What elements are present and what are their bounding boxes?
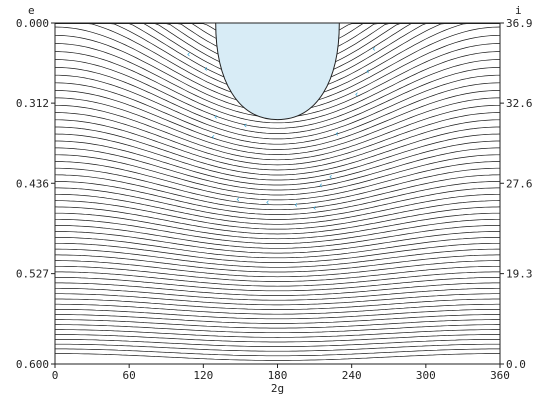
right-tick-label: 36.9 <box>506 17 533 30</box>
contour-line <box>55 225 500 249</box>
contour-line <box>55 193 500 225</box>
forbidden-region <box>215 22 340 121</box>
contour-line <box>55 319 500 329</box>
contour-line <box>55 126 500 176</box>
contour-line <box>55 353 500 361</box>
orbit-marker: ‹ <box>313 204 317 214</box>
contour-line <box>55 242 500 263</box>
x-tick-label: 360 <box>490 369 510 382</box>
contour-line <box>55 303 500 315</box>
orbit-marker: ‹ <box>294 201 298 211</box>
contour-line <box>54 206 501 235</box>
contour-line <box>55 167 500 206</box>
orbit-marker: ‹ <box>329 172 333 182</box>
contour-line <box>55 140 500 186</box>
contour-line <box>55 181 500 215</box>
orbit-marker: ‹ <box>335 130 339 140</box>
orbit-marker: ‹ <box>214 113 218 123</box>
contour-line <box>55 147 500 191</box>
right-tick-label: 0.0 <box>506 358 526 371</box>
orbit-marker: ‹ <box>244 121 248 131</box>
right-axis-title: i <box>515 4 522 17</box>
contour-line <box>55 97 500 155</box>
orbit-marker: ‹ <box>319 181 323 191</box>
contour-line <box>54 200 501 230</box>
x-tick-label: 120 <box>193 369 213 382</box>
right-tick-label: 19.3 <box>506 268 533 281</box>
contour-line <box>54 133 501 181</box>
left-axis-title: e <box>28 4 35 17</box>
contour-line <box>55 104 500 161</box>
contour-line <box>55 187 500 220</box>
contour-line <box>55 112 500 166</box>
contour-line <box>55 277 500 292</box>
contour-line <box>55 260 500 278</box>
contour-line <box>54 67 501 134</box>
contour-line <box>55 271 500 287</box>
contour-line <box>55 334 500 343</box>
contour-line <box>55 298 500 310</box>
orbit-marker: ‹ <box>372 44 376 54</box>
left-tick-label: 0.312 <box>16 97 49 110</box>
left-tick-label: 0.600 <box>16 358 49 371</box>
contour-line <box>54 82 501 145</box>
contour-line <box>55 314 500 324</box>
orbit-marker: ‹ <box>355 90 359 100</box>
contour-line <box>55 309 500 320</box>
contour-line <box>55 265 500 282</box>
left-tick-label: 0.527 <box>16 268 49 281</box>
contour-line <box>55 154 500 196</box>
x-tick-label: 300 <box>416 369 436 382</box>
x-tick-label: 0 <box>52 369 59 382</box>
contour-lines <box>54 23 501 361</box>
x-tick-label: 240 <box>342 369 362 382</box>
contour-line <box>55 282 500 296</box>
contour-line <box>55 59 500 129</box>
contour-line <box>55 74 500 140</box>
contour-line <box>55 212 500 240</box>
contour-line <box>55 348 500 357</box>
contour-line <box>55 119 500 171</box>
contour-line <box>55 51 500 124</box>
contour-line <box>55 248 500 268</box>
left-tick-label: 0.436 <box>16 177 49 190</box>
contour-line <box>55 339 500 347</box>
orbit-markers: ‹ ‹ ‹ ‹ ‹ ‹ ‹ ‹ ‹ ‹ ‹ ‹ ‹ ‹ ‹ <box>187 44 376 213</box>
contour-line <box>55 218 500 244</box>
contour-line <box>54 174 501 211</box>
axis-ticks: 0 60 120 180 240 300 360 0.000 0.312 0.436 0.527 0.… <box>16 17 533 382</box>
x-tick-label: 180 <box>268 369 288 382</box>
contour-line <box>55 90 500 150</box>
contour-line <box>55 231 500 254</box>
contour-line <box>55 329 500 338</box>
contour-line <box>54 161 501 201</box>
x-axis-title: 2g <box>271 382 284 395</box>
contour-line <box>55 343 500 352</box>
contour-line <box>55 254 500 273</box>
contour-line <box>55 324 500 334</box>
orbit-marker: ‹ <box>266 198 270 208</box>
orbit-marker: ‹ <box>204 64 208 74</box>
orbit-marker: ‹ <box>211 133 215 143</box>
x-tick-label: 60 <box>123 369 136 382</box>
right-tick-label: 32.6 <box>506 97 533 110</box>
contour-line <box>55 287 500 301</box>
orbit-marker: ‹ <box>187 50 191 60</box>
orbit-marker: ‹ <box>236 195 240 205</box>
right-tick-label: 27.6 <box>506 177 533 190</box>
orbit-marker: ‹ <box>366 67 370 77</box>
left-tick-label: 0.000 <box>16 17 49 30</box>
contour-line <box>55 293 500 306</box>
contour-line <box>55 237 500 259</box>
